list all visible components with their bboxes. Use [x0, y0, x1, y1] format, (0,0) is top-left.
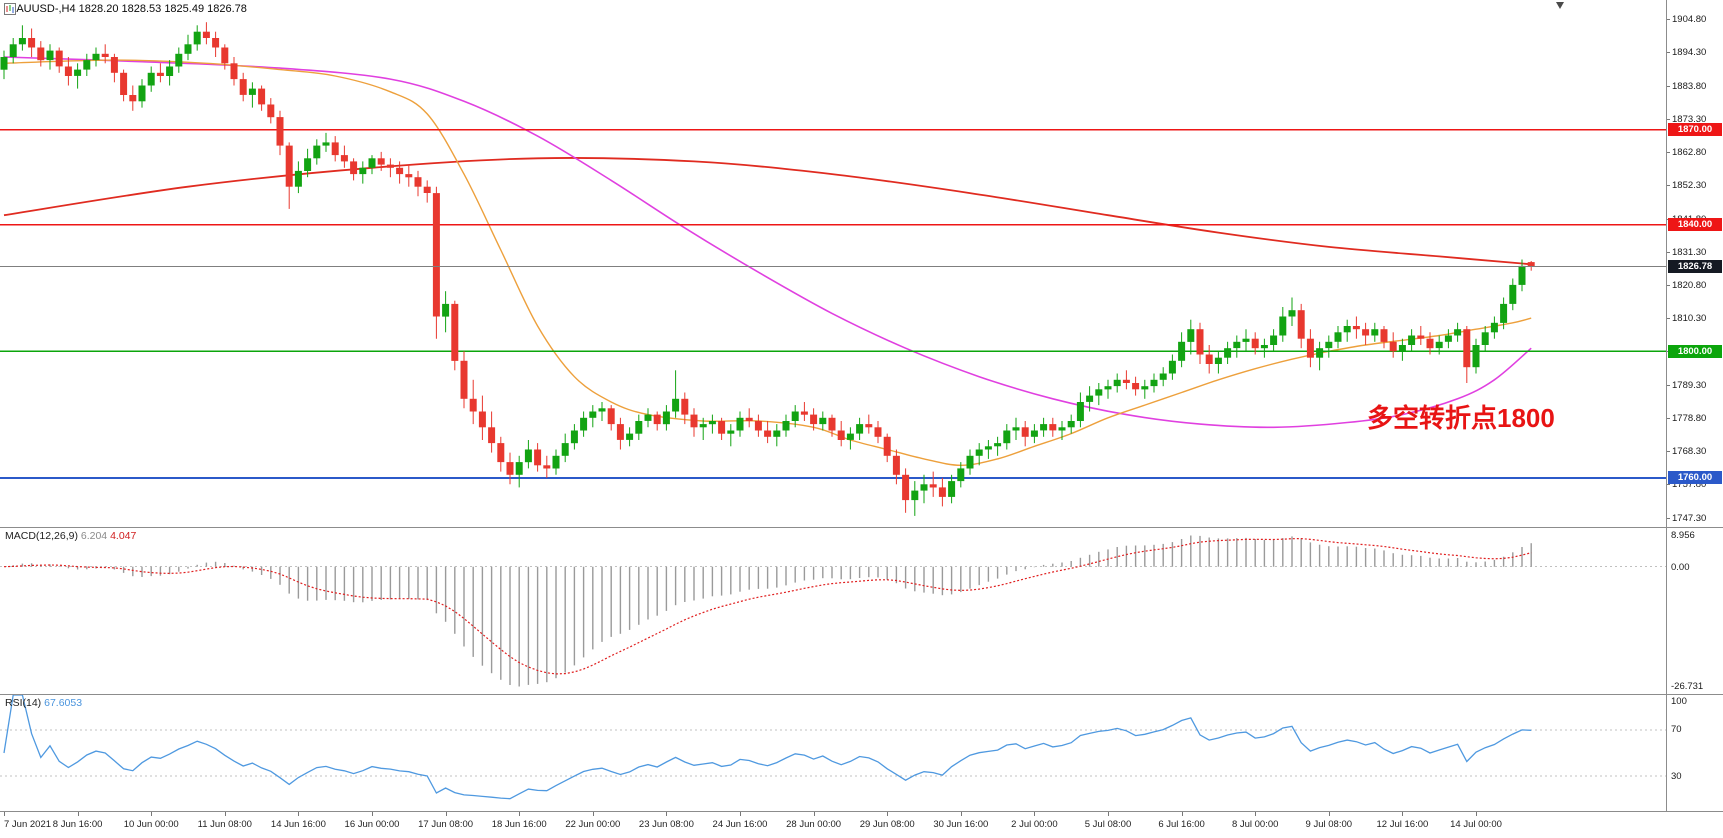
time-axis-tick — [1181, 812, 1183, 816]
time-axis-tick — [887, 812, 889, 816]
chart-shift-marker[interactable] — [1556, 2, 1564, 9]
time-label: 12 Jul 16:00 — [1376, 819, 1429, 830]
price-axis-tick: 1873.30 — [1665, 113, 1707, 125]
price-axis-tick: 1883.80 — [1665, 80, 1707, 92]
pane-separator-macd[interactable] — [0, 527, 1723, 528]
time-label: 18 Jun 16:00 — [491, 819, 547, 830]
time-axis-tick — [445, 812, 447, 816]
time-axis-tick — [1255, 812, 1257, 816]
time-axis-tick — [519, 812, 521, 816]
candles[interactable] — [0, 22, 1535, 516]
price-axis-tick: 1810.30 — [1665, 313, 1707, 325]
time-axis-tick — [960, 812, 962, 816]
macd-axis-max: 8.956 — [1671, 530, 1695, 541]
time-label: 9 Jul 08:00 — [1305, 819, 1353, 830]
time-label: 17 Jun 08:00 — [418, 819, 474, 830]
macd-histogram — [12, 535, 1532, 687]
macd-axis-zero: 0.00 — [1671, 561, 1690, 573]
macd-label: MACD(12,26,9) 6.204 4.047 — [5, 530, 136, 542]
main-chart-pane[interactable]: XAUUSD-,H4 1828.20 1828.53 1825.49 1826.… — [0, 0, 1723, 527]
chart-title: XAUUSD-,H4 1828.20 1828.53 1825.49 1826.… — [9, 3, 247, 15]
rsi-chart[interactable] — [0, 695, 1666, 811]
time-axis-tick — [372, 812, 373, 816]
time-label: 28 Jun 00:00 — [786, 819, 842, 830]
macd-value: 6.204 — [80, 530, 108, 542]
time-axis-tick — [298, 812, 300, 816]
time-axis-tick — [224, 812, 226, 816]
bid-price-tag: 1826.78 — [1668, 260, 1722, 274]
time-label: 23 Jun 08:00 — [638, 819, 694, 830]
time-axis-tick — [1402, 812, 1404, 816]
price-axis-tick: 1757.80 — [1665, 479, 1707, 491]
price-axis[interactable]: 1904.80 1894.30 1883.80 1873.30 1862.80 1852.… — [1665, 0, 1723, 527]
pane-separator-rsi[interactable] — [0, 694, 1723, 695]
time-axis-tick — [666, 812, 668, 816]
time-label: 30 Jun 16:00 — [933, 819, 989, 830]
price-axis-border — [1666, 0, 1667, 812]
macd-name: MACD(12,26,9) — [5, 530, 78, 542]
time-label: 14 Jul 00:00 — [1450, 819, 1502, 830]
price-tag-1840.00: 1840.00 — [1668, 218, 1722, 232]
price-axis-tick: 1747.30 — [1665, 512, 1707, 524]
annotation-text: 多空转折点1800 — [1367, 403, 1555, 433]
time-axis-tick — [1328, 812, 1330, 816]
time-axis-tick — [1108, 812, 1109, 816]
time-axis-tick — [4, 812, 5, 816]
candlestick-chart[interactable] — [0, 0, 1666, 527]
price-axis-tick: 1768.30 — [1665, 446, 1707, 458]
time-label: 11 Jun 08:00 — [197, 819, 252, 830]
time-axis-tick — [77, 812, 79, 816]
price-axis-tick: 1894.30 — [1665, 47, 1707, 59]
rsi-name: RSI(14) — [5, 697, 42, 709]
ma-magenta-medium[interactable] — [3, 56, 1532, 429]
rsi-value: 67.6053 — [44, 697, 83, 709]
price-axis-tick: 1904.80 — [1665, 14, 1707, 26]
price-axis-tick: 1789.30 — [1665, 379, 1707, 391]
rsi-axis-30: 30 — [1671, 771, 1682, 782]
rsi-label: RSI(14) 67.6053 — [5, 697, 82, 709]
time-axis-tick — [151, 812, 153, 816]
time-axis-tick — [1476, 812, 1477, 816]
time-label: 22 Jun 00:00 — [565, 819, 621, 830]
time-axis-tick — [740, 812, 741, 816]
time-label: 29 Jun 08:00 — [859, 819, 915, 830]
time-axis-tick — [592, 812, 594, 816]
pane-separator-time[interactable] — [0, 811, 1723, 812]
time-label: 8 Jul 00:00 — [1231, 819, 1279, 830]
price-axis-tick: 1831.30 — [1665, 246, 1707, 258]
time-label: 16 Jun 00:00 — [344, 819, 400, 830]
time-axis[interactable]: 7 Jun 2021 8 Jun 16:00 10 Jun 00:00 11 Jun … — [0, 812, 1723, 838]
macd-signal-line — [3, 537, 1532, 675]
macd-chart[interactable] — [0, 528, 1666, 694]
price-axis-tick: 1862.80 — [1665, 147, 1707, 159]
price-tag-1760.00: 1760.00 — [1668, 471, 1722, 485]
rsi-line — [3, 695, 1532, 800]
price-tag-1800.00: 1800.00 — [1668, 344, 1722, 358]
price-axis-tick: 1820.80 — [1665, 279, 1707, 291]
time-label: 8 Jun 16:00 — [52, 819, 103, 830]
macd-axis-min: -26.731 — [1671, 681, 1704, 692]
chart-title-row: XAUUSD-,H4 1828.20 1828.53 1825.49 1826.… — [4, 3, 247, 15]
time-label: 5 Jul 08:00 — [1084, 819, 1132, 830]
time-label: 2 Jul 00:00 — [1011, 819, 1058, 830]
time-label: 6 Jul 16:00 — [1158, 819, 1205, 830]
price-axis-tick: 1852.30 — [1665, 180, 1707, 192]
time-axis-tick — [1034, 812, 1036, 816]
time-label: 7 Jun 2021 — [4, 819, 52, 830]
time-label: 24 Jun 16:00 — [712, 819, 768, 830]
rsi-pane[interactable]: RSI(14) 67.6053 100 70 30 — [0, 695, 1723, 811]
price-axis-tick: 1778.80 — [1665, 412, 1707, 424]
time-label: 14 Jun 16:00 — [270, 819, 326, 830]
price-tag-1870.00: 1870.00 — [1668, 123, 1722, 137]
rsi-axis-100: 100 — [1671, 696, 1687, 707]
time-label: 10 Jun 00:00 — [123, 819, 179, 830]
ma-red-slow[interactable] — [3, 157, 1532, 266]
rsi-axis-70: 70 — [1671, 724, 1682, 735]
time-axis-tick — [813, 812, 815, 816]
macd-pane[interactable]: MACD(12,26,9) 6.204 4.047 8.956 0.00 -26… — [0, 528, 1723, 694]
ma-orange-fast[interactable] — [3, 59, 1532, 467]
macd-signal-value: 4.047 — [110, 530, 137, 542]
